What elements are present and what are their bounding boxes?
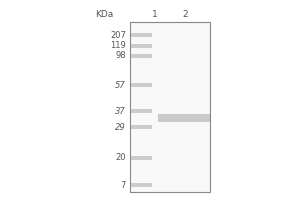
Text: 1: 1	[152, 10, 158, 19]
Text: 37: 37	[115, 106, 126, 116]
Text: 29: 29	[115, 122, 126, 132]
Bar	[131, 183, 152, 187]
Bar	[130, 22, 210, 192]
Text: 207: 207	[110, 30, 126, 40]
Text: KDa: KDa	[95, 10, 113, 19]
Bar	[131, 125, 152, 129]
Text: 57: 57	[115, 80, 126, 90]
Bar	[131, 83, 152, 87]
Text: 119: 119	[110, 42, 126, 50]
Bar	[131, 109, 152, 113]
Text: 20: 20	[116, 154, 126, 162]
Bar	[131, 54, 152, 58]
Bar	[131, 44, 152, 48]
Text: 7: 7	[121, 180, 126, 190]
Bar	[158, 114, 210, 122]
Bar	[131, 156, 152, 160]
Text: 98: 98	[116, 51, 126, 60]
Bar	[131, 33, 152, 37]
Text: 2: 2	[182, 10, 188, 19]
